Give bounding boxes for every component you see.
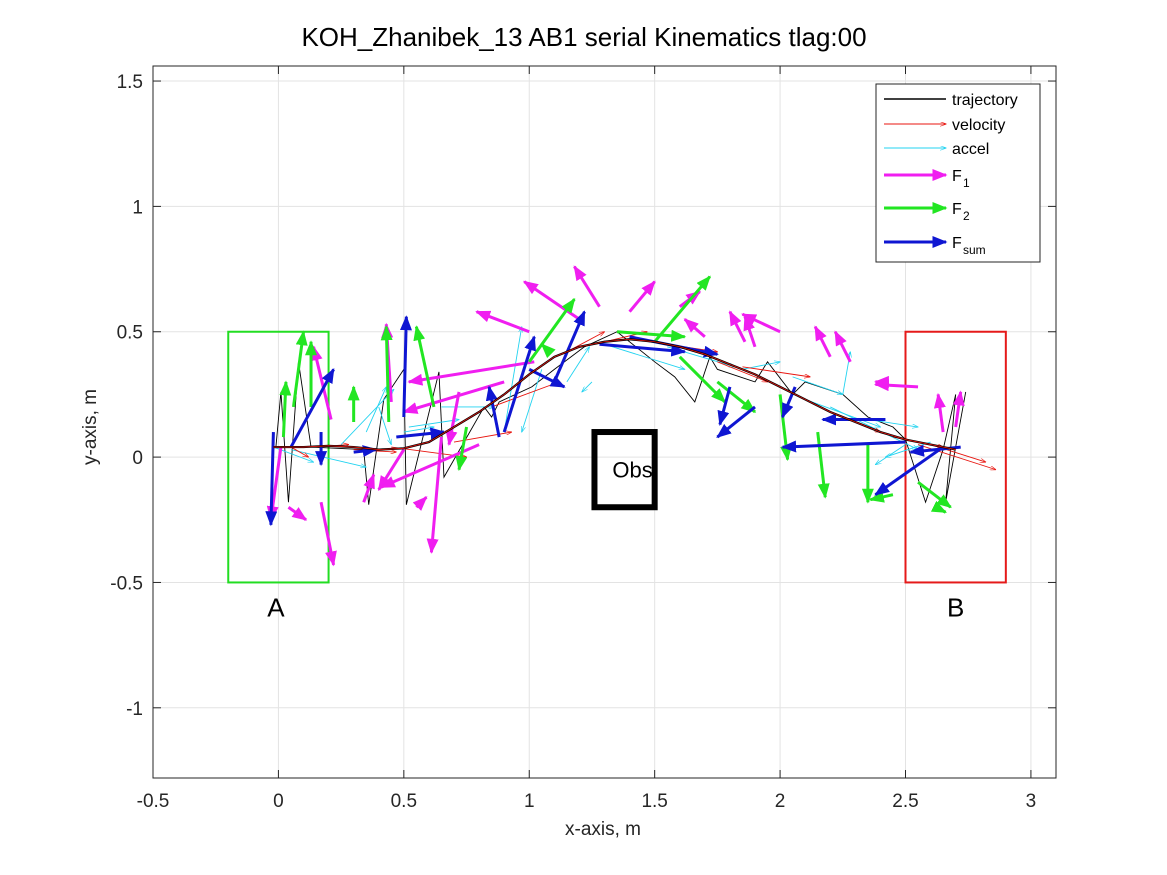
legend-label-F1: F [952,168,962,185]
fsum-arrow [552,310,586,383]
region-B-label: B [947,593,964,623]
f2-arrow [716,380,757,414]
f1-arrow [683,318,706,338]
f2-arrow [279,380,292,438]
accel-arrow [340,389,394,445]
accel-arrow [885,441,931,457]
legend-box [875,83,1041,263]
accel-arrow [408,419,459,428]
f2-arrow [540,343,556,359]
x-axis-label: x-axis, m [565,819,641,840]
y-tick-label: 1.5 [117,72,143,93]
y-tick-label: -0.5 [110,573,143,594]
legend-sub-F1: 1 [963,176,970,190]
fsum-arrow [400,315,413,418]
fsum-arrow [874,445,944,496]
velocity-arrow [717,361,767,382]
region-A-box [227,330,330,584]
accel-arrow [522,369,543,432]
f1-arrow [407,360,535,386]
f2-arrow [291,330,308,408]
f1-arrow [445,391,461,447]
legend-sub-Fsum: sum [963,243,986,257]
trajectory-velocity-overlay [273,338,956,450]
x-tick-label: 0.5 [391,791,417,812]
x-tick-label: 2 [775,791,786,812]
f1-arrow [362,473,376,503]
axes-box [152,65,1057,779]
velocity-arrow [491,382,560,408]
legend-label-Fsum: F [952,235,962,252]
fsum-arrow [396,427,446,440]
f2-arrow [678,355,726,404]
f1-arrow [833,330,852,363]
f1-arrow [573,265,601,308]
y-tick-label: 0 [132,448,143,469]
chart-title: KOH_Zhanibek_13 AB1 serial Kinematics tl… [301,22,866,52]
x-tick-label: 2.5 [892,791,918,812]
f2-arrow [816,431,830,499]
f1-arrow [952,390,965,428]
f1-arrow [741,312,781,334]
accel-arrow [503,327,522,433]
x-tick-label: 0 [273,791,284,812]
y-axis-label: y-axis, m [80,389,101,465]
f2-arrow [616,329,687,342]
f2-arrow [528,297,576,363]
fsum-arrow [265,431,278,527]
legend-label-trajectory: trajectory [952,92,1018,109]
velocity-arrow [742,366,810,377]
f1-arrow [728,310,747,343]
f2-arrow [380,325,393,423]
fsum-arrow [485,385,501,438]
f1-arrow [813,325,832,358]
fsum-arrow [289,368,335,448]
obstacle-label: Obs [612,458,652,483]
f1-arrow [287,506,308,521]
f1-arrow [628,280,656,313]
legend-sub-F2: 2 [963,209,970,223]
obstacle-box [591,429,658,511]
f1-arrow [426,436,443,554]
f2-arrow [455,426,469,472]
accel-arrow [566,347,590,383]
y-tick-label: -1 [126,699,143,720]
x-tick-label: -0.5 [137,791,170,812]
accel-arrow [604,343,685,369]
legend-label-accel: accel [952,141,989,158]
accel-arrow [403,427,434,433]
f2-arrow [653,275,711,343]
f2-arrow [930,500,947,514]
x-tick-label: 1.5 [641,791,667,812]
fsum-arrow [528,368,566,389]
y-tick-label: 0.5 [117,323,143,344]
fsum-arrow [599,342,687,357]
accel-arrow [582,381,593,392]
fsum-arrow [781,440,906,453]
f2-arrow [413,325,436,408]
legend-label-velocity: velocity [952,117,1005,134]
x-tick-label: 3 [1026,791,1037,812]
region-A-label: A [267,593,285,623]
accel-arrow [378,406,392,445]
f1-arrow [412,496,428,511]
accel-arrow [365,387,386,433]
f1-arrow [933,392,946,433]
legend-label-F2: F [952,201,962,218]
y-tick-label: 1 [132,197,143,218]
f1-arrow [873,379,919,392]
fsum-arrow [717,386,732,426]
fsum-arrow [502,335,536,433]
f1-arrow [319,501,337,567]
fsum-arrow [716,405,756,439]
region-B-box [904,330,1007,584]
accel-arrow [792,376,843,395]
fsum-arrow [781,386,797,419]
x-tick-label: 1 [524,791,535,812]
velocity-arrow [290,446,309,457]
f1-arrow [475,310,530,334]
